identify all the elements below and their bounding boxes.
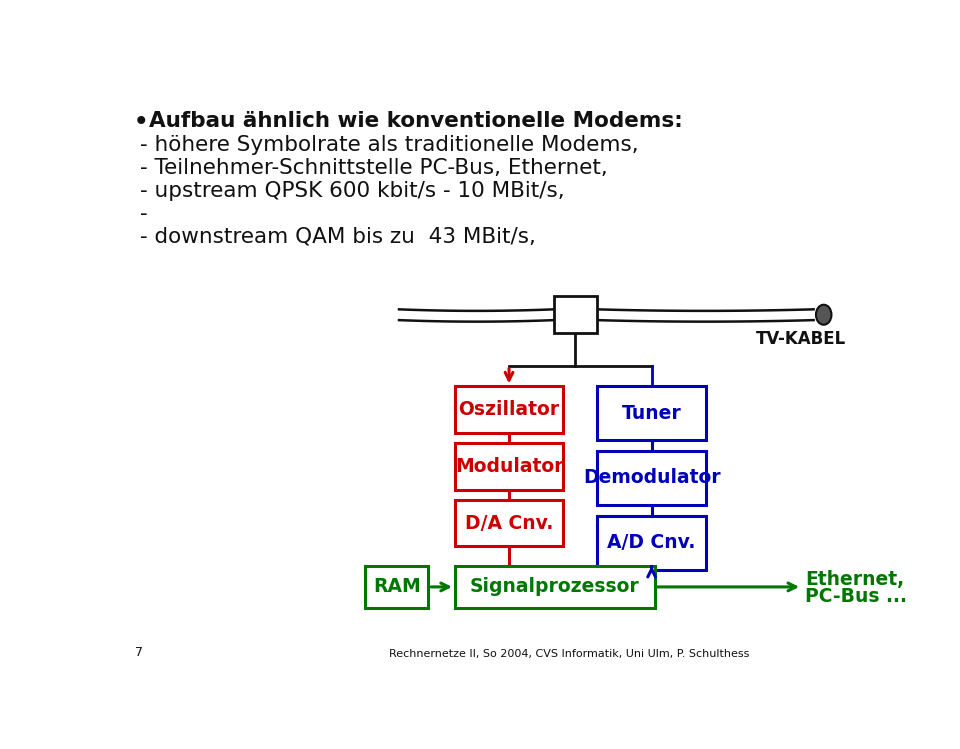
Bar [597, 386, 706, 440]
Bar [455, 565, 655, 608]
Text: PC-Bus ...: PC-Bus ... [805, 586, 907, 606]
Bar [597, 451, 706, 505]
Text: - downstream QAM bis zu  43 MBit/s,: - downstream QAM bis zu 43 MBit/s, [140, 227, 536, 247]
Ellipse shape [816, 305, 831, 325]
Text: - upstream QPSK 600 kbit/s - 10 MBit/s,: - upstream QPSK 600 kbit/s - 10 MBit/s, [140, 181, 564, 201]
Text: Modulator: Modulator [455, 457, 564, 476]
Text: - Teilnehmer-Schnittstelle PC-Bus, Ethernet,: - Teilnehmer-Schnittstelle PC-Bus, Ether… [140, 157, 608, 178]
Bar [455, 500, 564, 547]
Text: D/A Cnv.: D/A Cnv. [465, 514, 553, 533]
Text: RAM: RAM [372, 577, 420, 596]
Text: Demodulator: Demodulator [583, 468, 720, 488]
Text: Rechnernetze II, So 2004, CVS Informatik, Uni Ulm, P. Schulthess: Rechnernetze II, So 2004, CVS Informatik… [390, 649, 750, 659]
Text: Oszillator: Oszillator [459, 400, 560, 419]
Bar [597, 516, 706, 569]
Text: Tuner: Tuner [622, 404, 682, 422]
Text: - höhere Symbolrate als traditionelle Modems,: - höhere Symbolrate als traditionelle Mo… [140, 135, 638, 154]
Text: 7: 7 [135, 646, 143, 659]
Text: -: - [140, 204, 148, 224]
Text: •: • [134, 112, 149, 134]
Bar [554, 297, 596, 333]
Bar [455, 443, 564, 490]
Text: Aufbau ähnlich wie konventionelle Modems:: Aufbau ähnlich wie konventionelle Modems… [150, 112, 684, 131]
Text: A/D Cnv.: A/D Cnv. [608, 533, 696, 552]
Text: TV-KABEL: TV-KABEL [756, 330, 846, 348]
Text: Ethernet,: Ethernet, [805, 570, 904, 589]
Text: Signalprozessor: Signalprozessor [469, 577, 639, 596]
Bar [365, 565, 428, 608]
Bar [455, 386, 564, 432]
